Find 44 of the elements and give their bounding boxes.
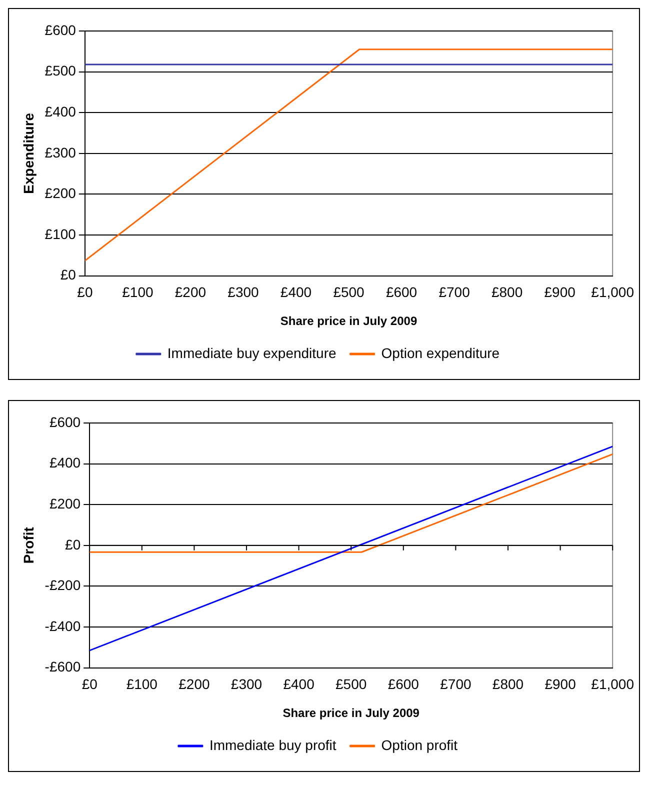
x-tick-label: £100 bbox=[122, 284, 154, 300]
legend-label: Immediate buy profit bbox=[209, 736, 336, 753]
x-tick-label: £0 bbox=[82, 676, 98, 692]
x-tick-label: £1,000 bbox=[591, 284, 634, 300]
x-tick-label: £0 bbox=[77, 284, 93, 300]
x-tick-label: £200 bbox=[178, 676, 210, 692]
y-tick-label: £600 bbox=[49, 414, 81, 430]
x-tick-label: £400 bbox=[283, 676, 315, 692]
y-axis-title: Expenditure bbox=[20, 112, 36, 194]
x-tick-label: £500 bbox=[333, 284, 365, 300]
x-tick-label: £900 bbox=[544, 676, 576, 692]
x-axis-title: Share price in July 2009 bbox=[280, 314, 418, 328]
y-tick-label: £200 bbox=[44, 185, 76, 202]
x-tick-label: £800 bbox=[491, 284, 523, 300]
y-tick-label: £400 bbox=[44, 103, 76, 120]
y-tick-label: £400 bbox=[49, 454, 81, 471]
y-tick-label: £0 bbox=[65, 536, 81, 552]
x-tick-label: £300 bbox=[230, 676, 262, 692]
x-tick-label: £800 bbox=[492, 676, 524, 692]
legend-label: Option expenditure bbox=[381, 344, 500, 361]
x-tick-label: £1,000 bbox=[591, 676, 634, 692]
y-tick-label: £500 bbox=[44, 62, 76, 79]
y-tick-label: £200 bbox=[49, 495, 81, 512]
y-tick-label: -£200 bbox=[44, 577, 81, 594]
y-tick-label: £300 bbox=[44, 144, 76, 160]
y-tick-label: £600 bbox=[44, 22, 76, 38]
legend-label: Immediate buy expenditure bbox=[167, 344, 336, 361]
x-tick-label: £500 bbox=[336, 676, 367, 692]
x-tick-label: £600 bbox=[386, 284, 418, 300]
x-tick-label: £700 bbox=[440, 676, 472, 692]
legend-label: Option profit bbox=[381, 736, 458, 753]
y-tick-label: £100 bbox=[44, 226, 76, 242]
y-tick-label: -£400 bbox=[44, 618, 81, 634]
x-axis-title: Share price in July 2009 bbox=[282, 706, 420, 720]
y-tick-label: £0 bbox=[60, 266, 76, 283]
x-tick-label: £600 bbox=[388, 676, 420, 692]
y-axis-title: Profit bbox=[20, 526, 36, 564]
x-tick-label: £200 bbox=[174, 284, 206, 300]
x-tick-label: £400 bbox=[280, 284, 312, 300]
x-tick-label: £300 bbox=[228, 284, 260, 300]
x-tick-label: £100 bbox=[126, 676, 158, 692]
x-tick-label: £900 bbox=[544, 284, 576, 300]
y-tick-label: -£600 bbox=[44, 658, 81, 675]
x-tick-label: £700 bbox=[438, 284, 470, 300]
